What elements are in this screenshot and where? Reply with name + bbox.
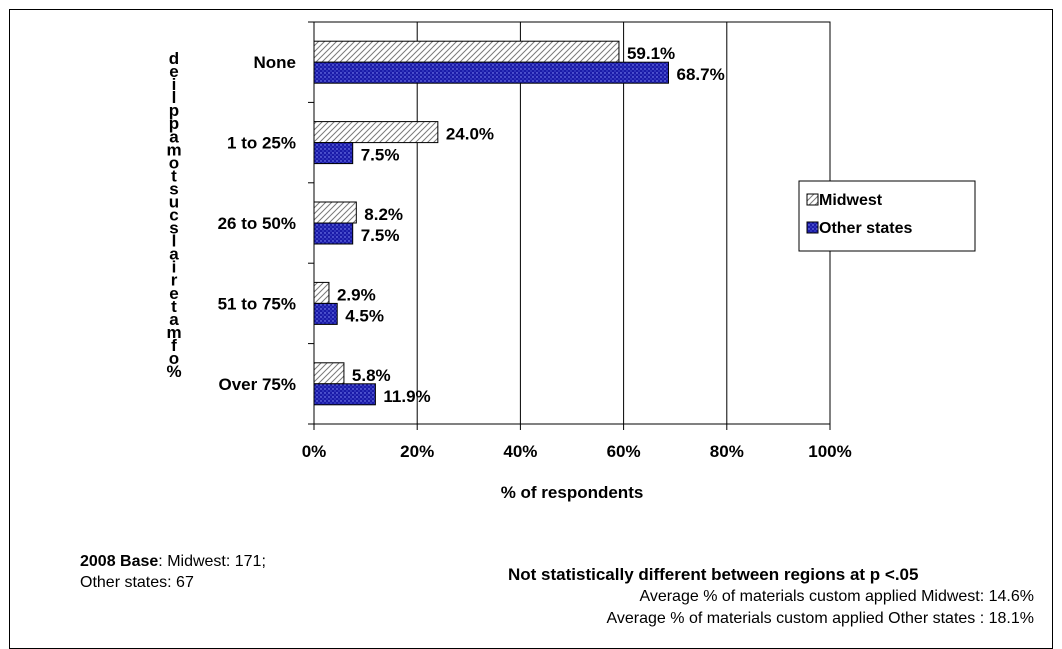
category-label: 1 to 25% — [227, 134, 296, 153]
data-label: 11.9% — [383, 387, 430, 406]
data-label: 8.2% — [364, 205, 403, 224]
y-axis-title: d e i l p p a m o t s u c s l a i r e t a m f o% — [166, 49, 181, 381]
bar-other-states — [313, 302, 338, 325]
bar-other-states — [313, 142, 354, 165]
base-text: : Midwest: 171; — [158, 553, 266, 570]
legend-label: Midwest — [819, 192, 883, 209]
legend-swatch — [806, 221, 819, 234]
bar-chart: 0% 20% 40% 60% 80% 100% None 59.1%68.7% 1 to 25… — [166, 21, 976, 502]
data-label: 24.0% — [446, 125, 494, 144]
category-label: Over 75% — [219, 375, 297, 394]
bar-midwest — [313, 281, 330, 304]
avg-midwest-note: Average % of materials custom applied Mi… — [639, 588, 1034, 605]
x-tick-label: 40% — [503, 442, 537, 461]
bar-midwest — [313, 362, 345, 385]
bar-other-states — [313, 222, 354, 245]
legend-swatch — [806, 193, 819, 206]
base-label: 2008 Base — [80, 553, 159, 570]
bar-midwest — [313, 121, 439, 144]
data-label: 68.7% — [676, 65, 724, 84]
bar-other-states — [313, 383, 376, 406]
x-tick-label: 60% — [607, 442, 641, 461]
category-label: None — [254, 53, 297, 72]
bar-midwest — [313, 201, 357, 224]
x-tick-label: 100% — [808, 442, 851, 461]
bar-other-states — [313, 61, 669, 84]
category-label: 26 to 50% — [218, 214, 296, 233]
legend — [798, 180, 976, 252]
legend-label: Other states — [819, 220, 912, 237]
x-tick-label: 0% — [302, 442, 327, 461]
significance-note: Not statistically different between regi… — [508, 565, 919, 584]
data-label: 4.5% — [345, 306, 384, 325]
bar-midwest — [313, 40, 620, 63]
x-axis-title: % of respondents — [501, 483, 644, 502]
data-label: 2.9% — [337, 285, 376, 304]
x-tick-label: 20% — [400, 442, 434, 461]
data-label: 59.1% — [627, 44, 675, 63]
data-label: 7.5% — [361, 146, 400, 165]
base-note-2: Other states: 67 — [80, 574, 194, 591]
data-label: 5.8% — [352, 366, 391, 385]
base-note: 2008 Base: Midwest: 171; — [80, 553, 266, 571]
category-label: 51 to 75% — [218, 294, 296, 313]
avg-other-note: Average % of materials custom applied Ot… — [606, 610, 1034, 627]
x-tick-label: 80% — [710, 442, 744, 461]
data-label: 7.5% — [361, 226, 400, 245]
